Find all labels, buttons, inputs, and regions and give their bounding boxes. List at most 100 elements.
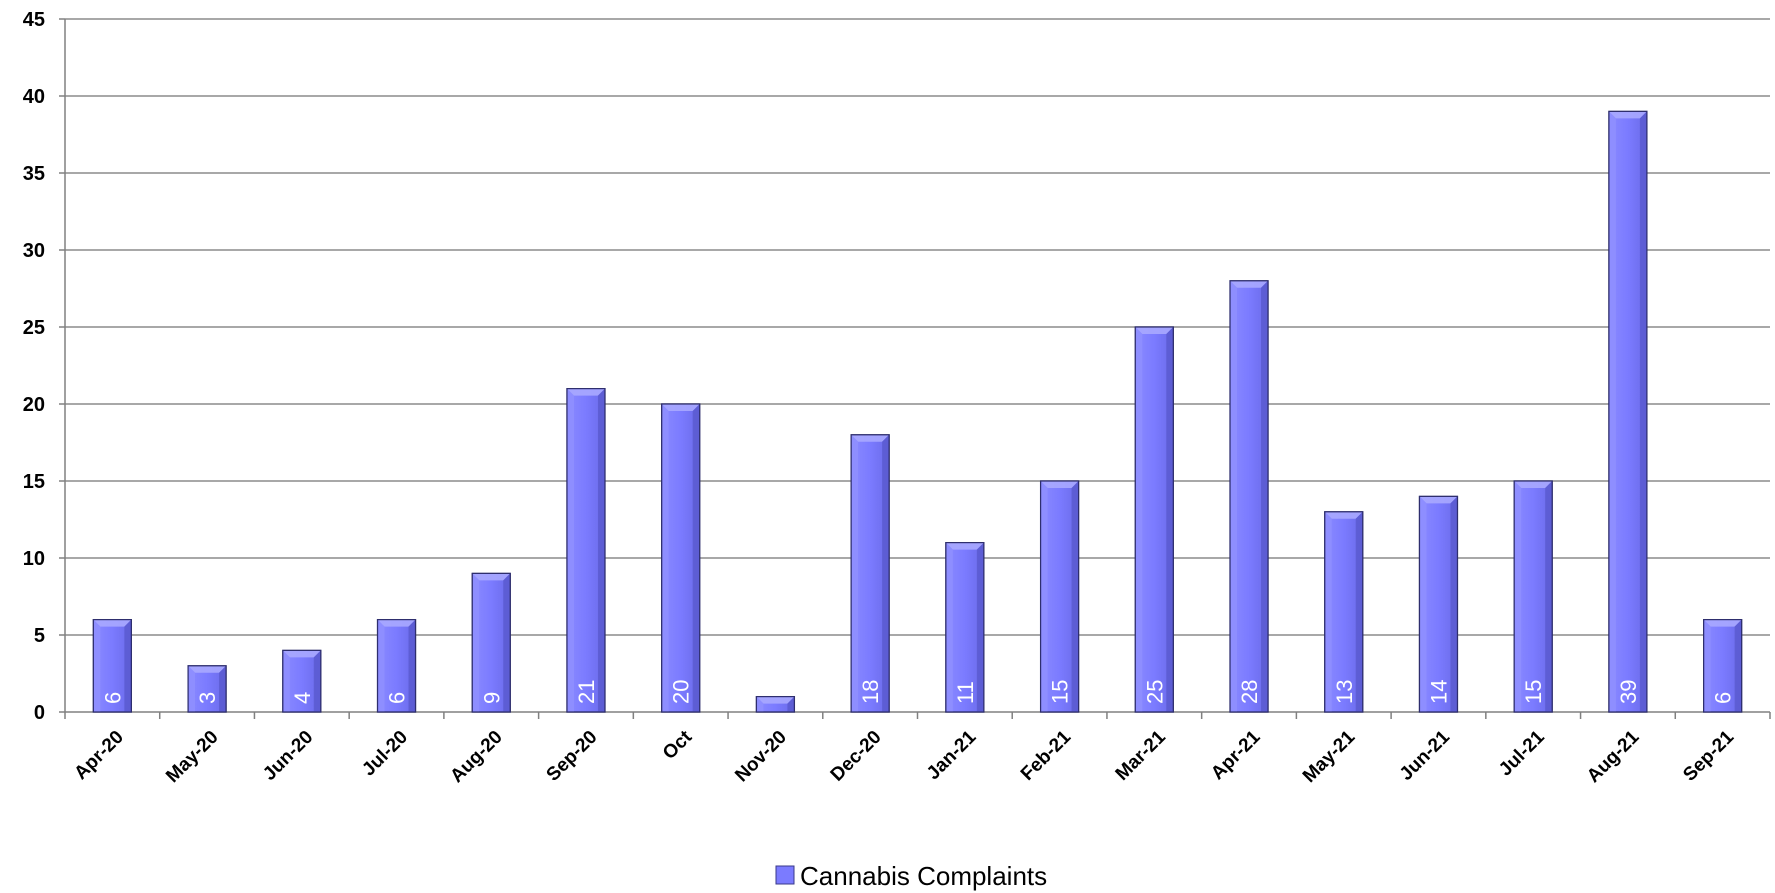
bar-outline — [945, 541, 985, 713]
bar-top-bevel — [945, 542, 984, 550]
bar-side-bevel — [692, 404, 700, 712]
bar-outline — [1608, 110, 1648, 713]
bar-left-bevel — [377, 619, 385, 712]
x-axis-tick-labels: Apr-20 May-20 Jun-20 Jul-20 Aug-20 Sep-20 Oct N… — [70, 726, 1738, 787]
bar-top-bevel — [377, 619, 416, 627]
bar — [376, 618, 417, 713]
bar-outline — [1513, 480, 1553, 713]
y-tick-label: 40 — [23, 86, 45, 108]
bars — [92, 110, 1743, 713]
bar — [1703, 618, 1743, 713]
bar-left-bevel — [188, 665, 196, 712]
data-label: 28 — [1237, 680, 1262, 704]
bar — [1229, 280, 1269, 713]
bar — [1513, 480, 1553, 713]
x-tick-label: Nov-20 — [731, 727, 791, 787]
bar-outline — [376, 618, 417, 713]
bar — [471, 572, 511, 713]
data-label: 11 — [953, 681, 978, 704]
bar-left-bevel — [851, 434, 859, 712]
bar-outline — [1134, 326, 1174, 713]
bar — [755, 695, 796, 713]
y-tick-label: 5 — [34, 625, 45, 647]
axes — [59, 18, 1771, 719]
bar-left-bevel — [566, 388, 574, 712]
bar-top-bevel — [282, 650, 321, 658]
bar — [282, 649, 322, 713]
bar-left-bevel — [1703, 619, 1711, 712]
bar-left-bevel — [1040, 481, 1048, 712]
bar — [1039, 480, 1080, 713]
y-tick-label: 20 — [23, 394, 45, 416]
data-label: 9 — [479, 692, 504, 704]
data-label: 4 — [290, 692, 315, 704]
bar-top-bevel — [1040, 481, 1079, 488]
bar — [92, 618, 132, 713]
bar-outline — [92, 618, 132, 713]
bar-outline — [1039, 480, 1080, 713]
bar-top-bevel — [1324, 511, 1363, 519]
bar-side-bevel — [1071, 481, 1079, 712]
bar-left-bevel — [282, 650, 290, 712]
bar-top-bevel — [472, 573, 511, 581]
bar-side-bevel — [787, 696, 795, 712]
bar-side-bevel — [1166, 327, 1174, 712]
bar-outline — [850, 434, 890, 713]
bar-side-bevel — [1734, 619, 1742, 712]
bar-left-bevel — [1514, 481, 1522, 712]
data-label: 20 — [669, 680, 694, 704]
bar-left-bevel — [661, 404, 669, 712]
data-label: 15 — [1521, 680, 1546, 704]
x-tick-label: Jul-21 — [1495, 726, 1549, 780]
bar-side-bevel — [1450, 496, 1458, 712]
bar-outline — [187, 665, 227, 713]
bar-side-bevel — [1639, 111, 1647, 712]
bar-top-bevel — [1514, 481, 1553, 488]
bar-top-bevel — [1703, 619, 1742, 627]
bar — [850, 434, 890, 713]
data-label: 18 — [858, 680, 883, 704]
bar-top-bevel — [1135, 327, 1174, 334]
bar-side-bevel — [124, 619, 132, 712]
bar-outline — [471, 572, 511, 713]
bar-top-bevel — [566, 388, 605, 396]
bar — [1134, 326, 1174, 713]
bar-left-bevel — [1324, 511, 1332, 712]
bar-left-bevel — [472, 573, 480, 712]
x-tick-label: Aug-21 — [1583, 726, 1644, 787]
data-labels: 6 3 4 6 9 21 20 18 11 15 25 28 13 14 15 39 6 — [100, 680, 1735, 704]
bar-outline — [755, 695, 796, 713]
bar — [566, 388, 606, 713]
x-tick-label: Apr-20 — [70, 727, 127, 784]
x-tick-label: May-21 — [1299, 726, 1360, 787]
bar-outline — [1703, 618, 1743, 713]
y-tick-label: 45 — [23, 9, 45, 31]
bar-left-bevel — [93, 619, 101, 712]
legend-label: Cannabis Complaints — [800, 861, 1047, 891]
y-tick-label: 25 — [23, 317, 45, 339]
bar-side-bevel — [503, 573, 511, 712]
bar-side-bevel — [1545, 481, 1553, 712]
x-tick-label: Feb-21 — [1017, 726, 1075, 784]
bar — [1324, 511, 1364, 713]
data-label: 6 — [100, 692, 125, 704]
bar-outline — [282, 649, 322, 713]
bar-top-bevel — [1419, 496, 1458, 504]
y-tick-label: 30 — [23, 240, 45, 262]
bar-left-bevel — [1608, 111, 1616, 712]
gridlines — [65, 18, 1770, 636]
bar-outline — [566, 388, 606, 713]
bar-top-bevel — [188, 665, 227, 673]
x-tick-label: Oct — [659, 726, 697, 764]
bar-side-bevel — [1261, 280, 1269, 712]
x-tick-label: Jun-20 — [259, 727, 317, 785]
x-tick-label: Jun-21 — [1396, 726, 1454, 784]
x-tick-label: Aug-20 — [446, 727, 506, 787]
bar-left-bevel — [1419, 496, 1427, 712]
bar-outline — [1418, 495, 1459, 713]
bar-side-bevel — [597, 388, 605, 712]
bar-left-bevel — [945, 542, 953, 712]
bar-side-bevel — [408, 619, 416, 712]
